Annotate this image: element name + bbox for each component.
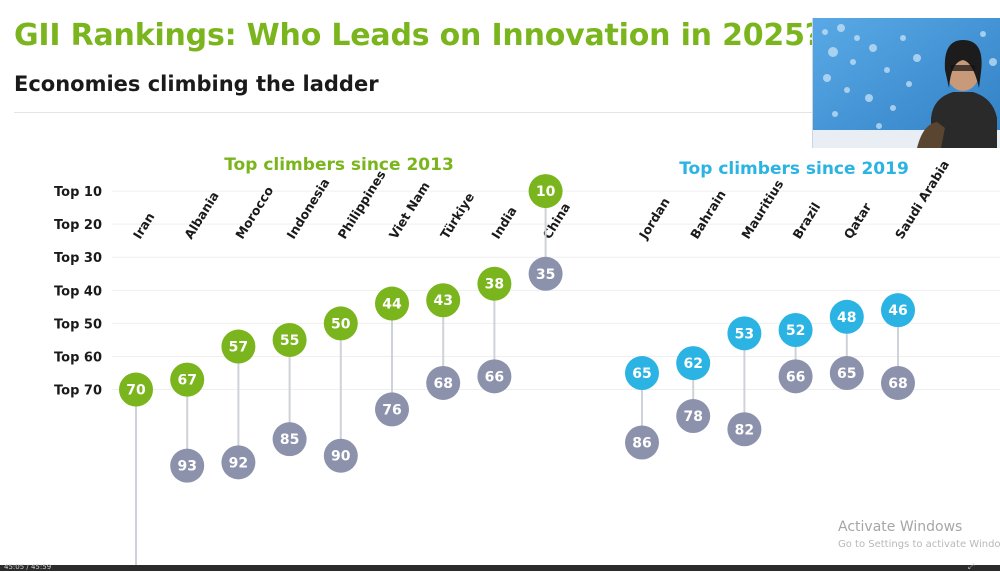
baseline-rank-label: 66: [786, 369, 805, 385]
baseline-rank-label: 78: [683, 409, 702, 425]
slide-subtitle: Economies climbing the ladder: [14, 72, 379, 96]
current-rank-label: 46: [888, 303, 907, 319]
current-rank-label: 65: [632, 366, 651, 382]
current-rank-dot: [221, 329, 256, 364]
slide-title: GII Rankings: Who Leads on Innovation in…: [14, 18, 822, 53]
current-rank-dot: [323, 306, 358, 341]
current-rank-dot: [426, 283, 461, 318]
baseline-rank-dot: [375, 392, 409, 427]
current-rank-dot: [778, 313, 813, 348]
baseline-rank-dot: [727, 412, 762, 447]
current-rank-label: 43: [433, 293, 452, 309]
presenter-video: [812, 18, 1000, 148]
fullscreen-icon[interactable]: ⤢: [968, 562, 975, 571]
baseline-rank-label: 82: [735, 422, 754, 438]
baseline-rank-label: 92: [229, 455, 248, 471]
current-rank-label: 57: [229, 340, 248, 356]
baseline-rank-dot: [778, 359, 813, 394]
player-bar[interactable]: [0, 565, 1000, 571]
activate-windows-hint[interactable]: Go to Settings to activate Windows.: [838, 539, 1000, 550]
baseline-rank-label: 35: [536, 267, 555, 283]
current-rank-dot: [528, 174, 563, 209]
baseline-rank-label: 68: [888, 376, 907, 392]
baseline-rank-label: 68: [433, 376, 452, 392]
baseline-rank-dot: [625, 425, 659, 460]
y-axis-label: Top 10: [54, 185, 102, 200]
country-label: Philippines: [335, 168, 389, 242]
y-axis-label: Top 20: [54, 218, 102, 233]
current-rank-dot: [829, 299, 864, 334]
presenter-video-icon: [813, 18, 1000, 148]
current-rank-label: 38: [485, 277, 504, 293]
y-axis-label: Top 50: [54, 317, 102, 332]
group-title: Top climbers since 2013: [224, 155, 454, 175]
current-rank-dot: [375, 286, 409, 321]
country-label: Mauritius: [738, 177, 786, 242]
y-axis-label: Top 60: [54, 350, 102, 365]
baseline-rank-dot: [477, 359, 512, 394]
current-rank-dot: [676, 346, 711, 381]
country-label: Indonesia: [283, 175, 332, 241]
baseline-rank-dot: [676, 399, 711, 434]
country-label: Brazil: [789, 200, 823, 242]
baseline-rank-dot: [323, 438, 358, 473]
country-label: Viet Nam: [386, 179, 433, 242]
current-rank-label: 44: [382, 297, 402, 313]
y-axis-label: Top 70: [54, 384, 102, 399]
country-label: Albania: [181, 189, 222, 242]
current-rank-label: 10: [536, 184, 556, 200]
baseline-rank-dot: [829, 356, 864, 391]
baseline-rank-dot: [221, 445, 256, 480]
country-label: Iran: [130, 210, 158, 242]
current-rank-label: 50: [331, 316, 351, 332]
current-rank-label: 70: [126, 383, 146, 399]
baseline-rank-label: 76: [382, 402, 401, 418]
baseline-rank-dot: [881, 365, 915, 400]
current-rank-label: 48: [837, 310, 856, 326]
current-rank-label: 62: [683, 356, 702, 372]
group-title: Top climbers since 2019: [679, 159, 909, 179]
baseline-rank-label: 85: [280, 432, 299, 448]
current-rank-label: 52: [786, 323, 805, 339]
current-rank-dot: [881, 293, 915, 328]
baseline-rank-label: 66: [485, 369, 504, 385]
activate-windows-title: Activate Windows: [838, 519, 963, 535]
current-rank-dot: [272, 322, 307, 357]
country-label: Morocco: [232, 183, 276, 241]
y-axis-label: Top 40: [54, 284, 102, 299]
baseline-rank-label: 65: [837, 366, 856, 382]
baseline-rank-label: 86: [632, 435, 651, 451]
current-rank-label: 53: [735, 326, 754, 342]
current-rank-label: 67: [177, 373, 196, 389]
country-label: Qatar: [841, 199, 875, 241]
current-rank-dot: [625, 356, 659, 391]
title-divider: [14, 112, 814, 113]
baseline-rank-label: 90: [331, 449, 351, 465]
y-axis-label: Top 30: [54, 251, 102, 266]
country-label: Bahrain: [687, 187, 729, 241]
baseline-rank-label: 93: [177, 459, 196, 475]
baseline-rank-dot: [528, 256, 563, 291]
player-time: 45:05 / 45:59: [4, 563, 52, 571]
country-label: Jordan: [635, 195, 672, 243]
country-label: Türkiye: [437, 190, 477, 242]
current-rank-dot: [170, 362, 205, 397]
baseline-rank-dot: [272, 422, 307, 457]
baseline-rank-dot: [426, 365, 461, 400]
current-rank-dot: [477, 266, 512, 301]
current-rank-label: 55: [280, 333, 299, 349]
current-rank-dot: [119, 372, 153, 407]
country-label: India: [488, 204, 519, 242]
baseline-rank-dot: [170, 448, 205, 483]
current-rank-dot: [727, 316, 762, 351]
